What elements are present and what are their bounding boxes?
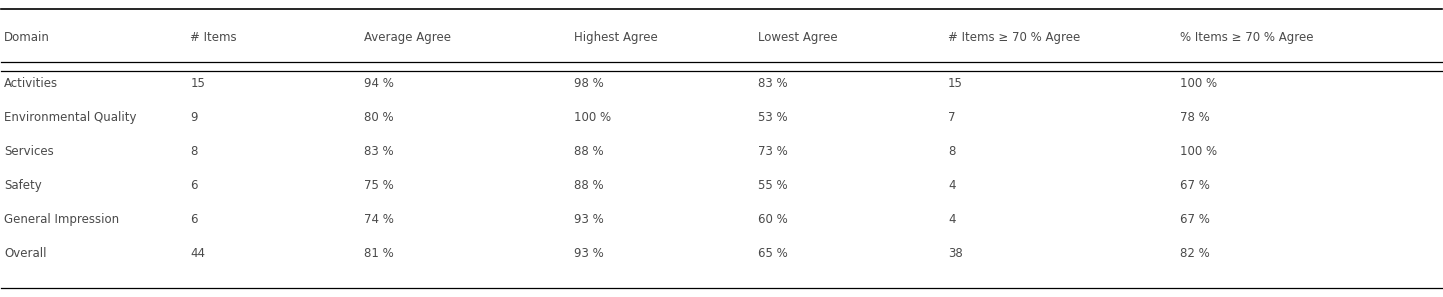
Text: 100 %: 100 % <box>1180 77 1218 90</box>
Text: Environmental Quality: Environmental Quality <box>4 111 137 124</box>
Text: 88 %: 88 % <box>574 145 605 158</box>
Text: 55 %: 55 % <box>758 179 788 192</box>
Text: 80 %: 80 % <box>364 111 394 124</box>
Text: 60 %: 60 % <box>758 213 788 226</box>
Text: 15: 15 <box>948 77 962 90</box>
Text: 82 %: 82 % <box>1180 247 1211 260</box>
Text: 100 %: 100 % <box>574 111 612 124</box>
Text: 15: 15 <box>190 77 205 90</box>
Text: 93 %: 93 % <box>574 247 605 260</box>
Text: Overall: Overall <box>4 247 46 260</box>
Text: Lowest Agree: Lowest Agree <box>758 31 837 44</box>
Text: 44: 44 <box>190 247 205 260</box>
Text: 67 %: 67 % <box>1180 179 1211 192</box>
Text: 75 %: 75 % <box>364 179 394 192</box>
Text: 53 %: 53 % <box>758 111 788 124</box>
Text: Safety: Safety <box>4 179 42 192</box>
Text: 6: 6 <box>190 213 198 226</box>
Text: 93 %: 93 % <box>574 213 605 226</box>
Text: 4: 4 <box>948 179 955 192</box>
Text: 98 %: 98 % <box>574 77 605 90</box>
Text: 74 %: 74 % <box>364 213 394 226</box>
Text: # Items: # Items <box>190 31 237 44</box>
Text: 8: 8 <box>190 145 198 158</box>
Text: 65 %: 65 % <box>758 247 788 260</box>
Text: 67 %: 67 % <box>1180 213 1211 226</box>
Text: Average Agree: Average Agree <box>364 31 450 44</box>
Text: % Items ≥ 70 % Agree: % Items ≥ 70 % Agree <box>1180 31 1315 44</box>
Text: 83 %: 83 % <box>758 77 788 90</box>
Text: 8: 8 <box>948 145 955 158</box>
Text: 83 %: 83 % <box>364 145 394 158</box>
Text: 38: 38 <box>948 247 962 260</box>
Text: Domain: Domain <box>4 31 51 44</box>
Text: 94 %: 94 % <box>364 77 394 90</box>
Text: General Impression: General Impression <box>4 213 120 226</box>
Text: # Items ≥ 70 % Agree: # Items ≥ 70 % Agree <box>948 31 1081 44</box>
Text: Highest Agree: Highest Agree <box>574 31 658 44</box>
Text: 9: 9 <box>190 111 198 124</box>
Text: Services: Services <box>4 145 53 158</box>
Text: 4: 4 <box>948 213 955 226</box>
Text: 7: 7 <box>948 111 955 124</box>
Text: 6: 6 <box>190 179 198 192</box>
Text: 73 %: 73 % <box>758 145 788 158</box>
Text: 78 %: 78 % <box>1180 111 1211 124</box>
Text: 100 %: 100 % <box>1180 145 1218 158</box>
Text: 81 %: 81 % <box>364 247 394 260</box>
Text: 88 %: 88 % <box>574 179 605 192</box>
Text: Activities: Activities <box>4 77 59 90</box>
